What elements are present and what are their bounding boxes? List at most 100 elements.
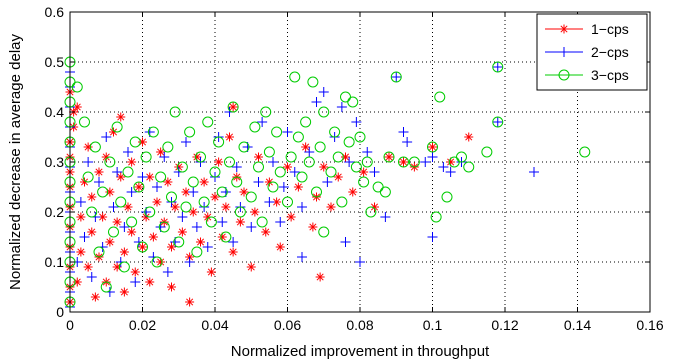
x-tick-label: 0.06 [274, 317, 301, 333]
data-point [170, 202, 180, 212]
data-point [438, 162, 449, 172]
data-point [399, 157, 408, 167]
data-point [369, 167, 380, 177]
data-point [383, 151, 395, 163]
data-point [253, 177, 264, 187]
data-point [245, 191, 257, 203]
data-point [464, 132, 474, 142]
data-point [87, 227, 97, 237]
data-point [188, 207, 198, 217]
data-point [286, 212, 296, 222]
data-point [427, 152, 438, 162]
data-point [83, 142, 93, 152]
data-point [420, 157, 431, 167]
legend-item: 1−cps [545, 21, 629, 37]
data-point [325, 166, 337, 178]
data-point [152, 197, 162, 207]
data-point [314, 141, 326, 153]
data-point [239, 187, 249, 197]
data-point [231, 176, 243, 188]
data-point [297, 252, 307, 262]
y-tick-label: 0.5 [45, 54, 65, 70]
data-point [347, 96, 359, 108]
data-point [492, 116, 504, 128]
data-point [126, 216, 138, 228]
data-point [329, 126, 341, 138]
data-point [163, 177, 173, 187]
legend-marker [559, 24, 569, 34]
data-point [268, 157, 278, 167]
data-point [108, 226, 119, 238]
data-point [198, 196, 210, 208]
data-point [100, 281, 112, 293]
data-point [318, 87, 329, 97]
data-point [296, 171, 308, 183]
data-point [456, 151, 467, 163]
data-point [359, 167, 369, 177]
data-point [167, 242, 176, 252]
data-point [191, 246, 203, 258]
data-point [332, 151, 344, 163]
data-point [104, 156, 116, 168]
data-point [217, 217, 228, 227]
x-tick-label: 0.08 [346, 317, 373, 333]
data-point [147, 126, 159, 138]
data-point [82, 171, 94, 183]
data-point [274, 166, 286, 178]
y-axis-label: Normalized decrease in average delay [7, 34, 24, 290]
data-point [343, 136, 355, 148]
data-point [181, 137, 191, 147]
data-point [80, 177, 89, 187]
data-point [71, 81, 83, 93]
data-point [87, 192, 97, 202]
data-point [119, 222, 130, 232]
data-point [94, 177, 104, 187]
data-point [428, 142, 437, 152]
data-point [318, 106, 330, 118]
data-point [228, 237, 239, 247]
data-point [72, 277, 82, 287]
data-point [318, 226, 330, 238]
x-tick-label: 0.16 [636, 317, 663, 333]
data-point [176, 161, 188, 173]
data-point [130, 277, 141, 287]
data-point [408, 156, 420, 168]
data-point [224, 156, 235, 168]
data-point [138, 137, 147, 147]
data-point [292, 131, 304, 143]
data-point [340, 91, 351, 103]
data-point [445, 167, 456, 177]
data-point [228, 102, 238, 112]
data-point [297, 202, 307, 212]
data-point [307, 76, 319, 88]
data-point [76, 212, 86, 222]
data-point [441, 191, 453, 203]
data-point [72, 102, 82, 112]
data-point [137, 172, 148, 182]
data-point [249, 121, 261, 133]
data-point [304, 147, 315, 157]
data-point [130, 267, 140, 277]
data-point [348, 187, 358, 197]
legend-marker [558, 69, 570, 81]
data-point [177, 227, 187, 237]
data-point [271, 126, 283, 138]
data-point [264, 197, 275, 207]
data-point [112, 262, 122, 272]
data-point [228, 247, 238, 257]
data-point [167, 282, 176, 292]
data-point [285, 151, 297, 163]
data-point [391, 72, 402, 82]
data-point [293, 182, 303, 192]
data-point [90, 292, 100, 302]
data-point [137, 241, 148, 253]
data-point [283, 162, 292, 172]
legend-label: 1−cps [591, 21, 629, 37]
data-point [134, 182, 144, 192]
data-point [463, 161, 475, 173]
data-point [108, 202, 119, 212]
data-point [372, 181, 384, 193]
y-tick-label: 0.4 [45, 104, 65, 120]
data-point [166, 191, 177, 203]
